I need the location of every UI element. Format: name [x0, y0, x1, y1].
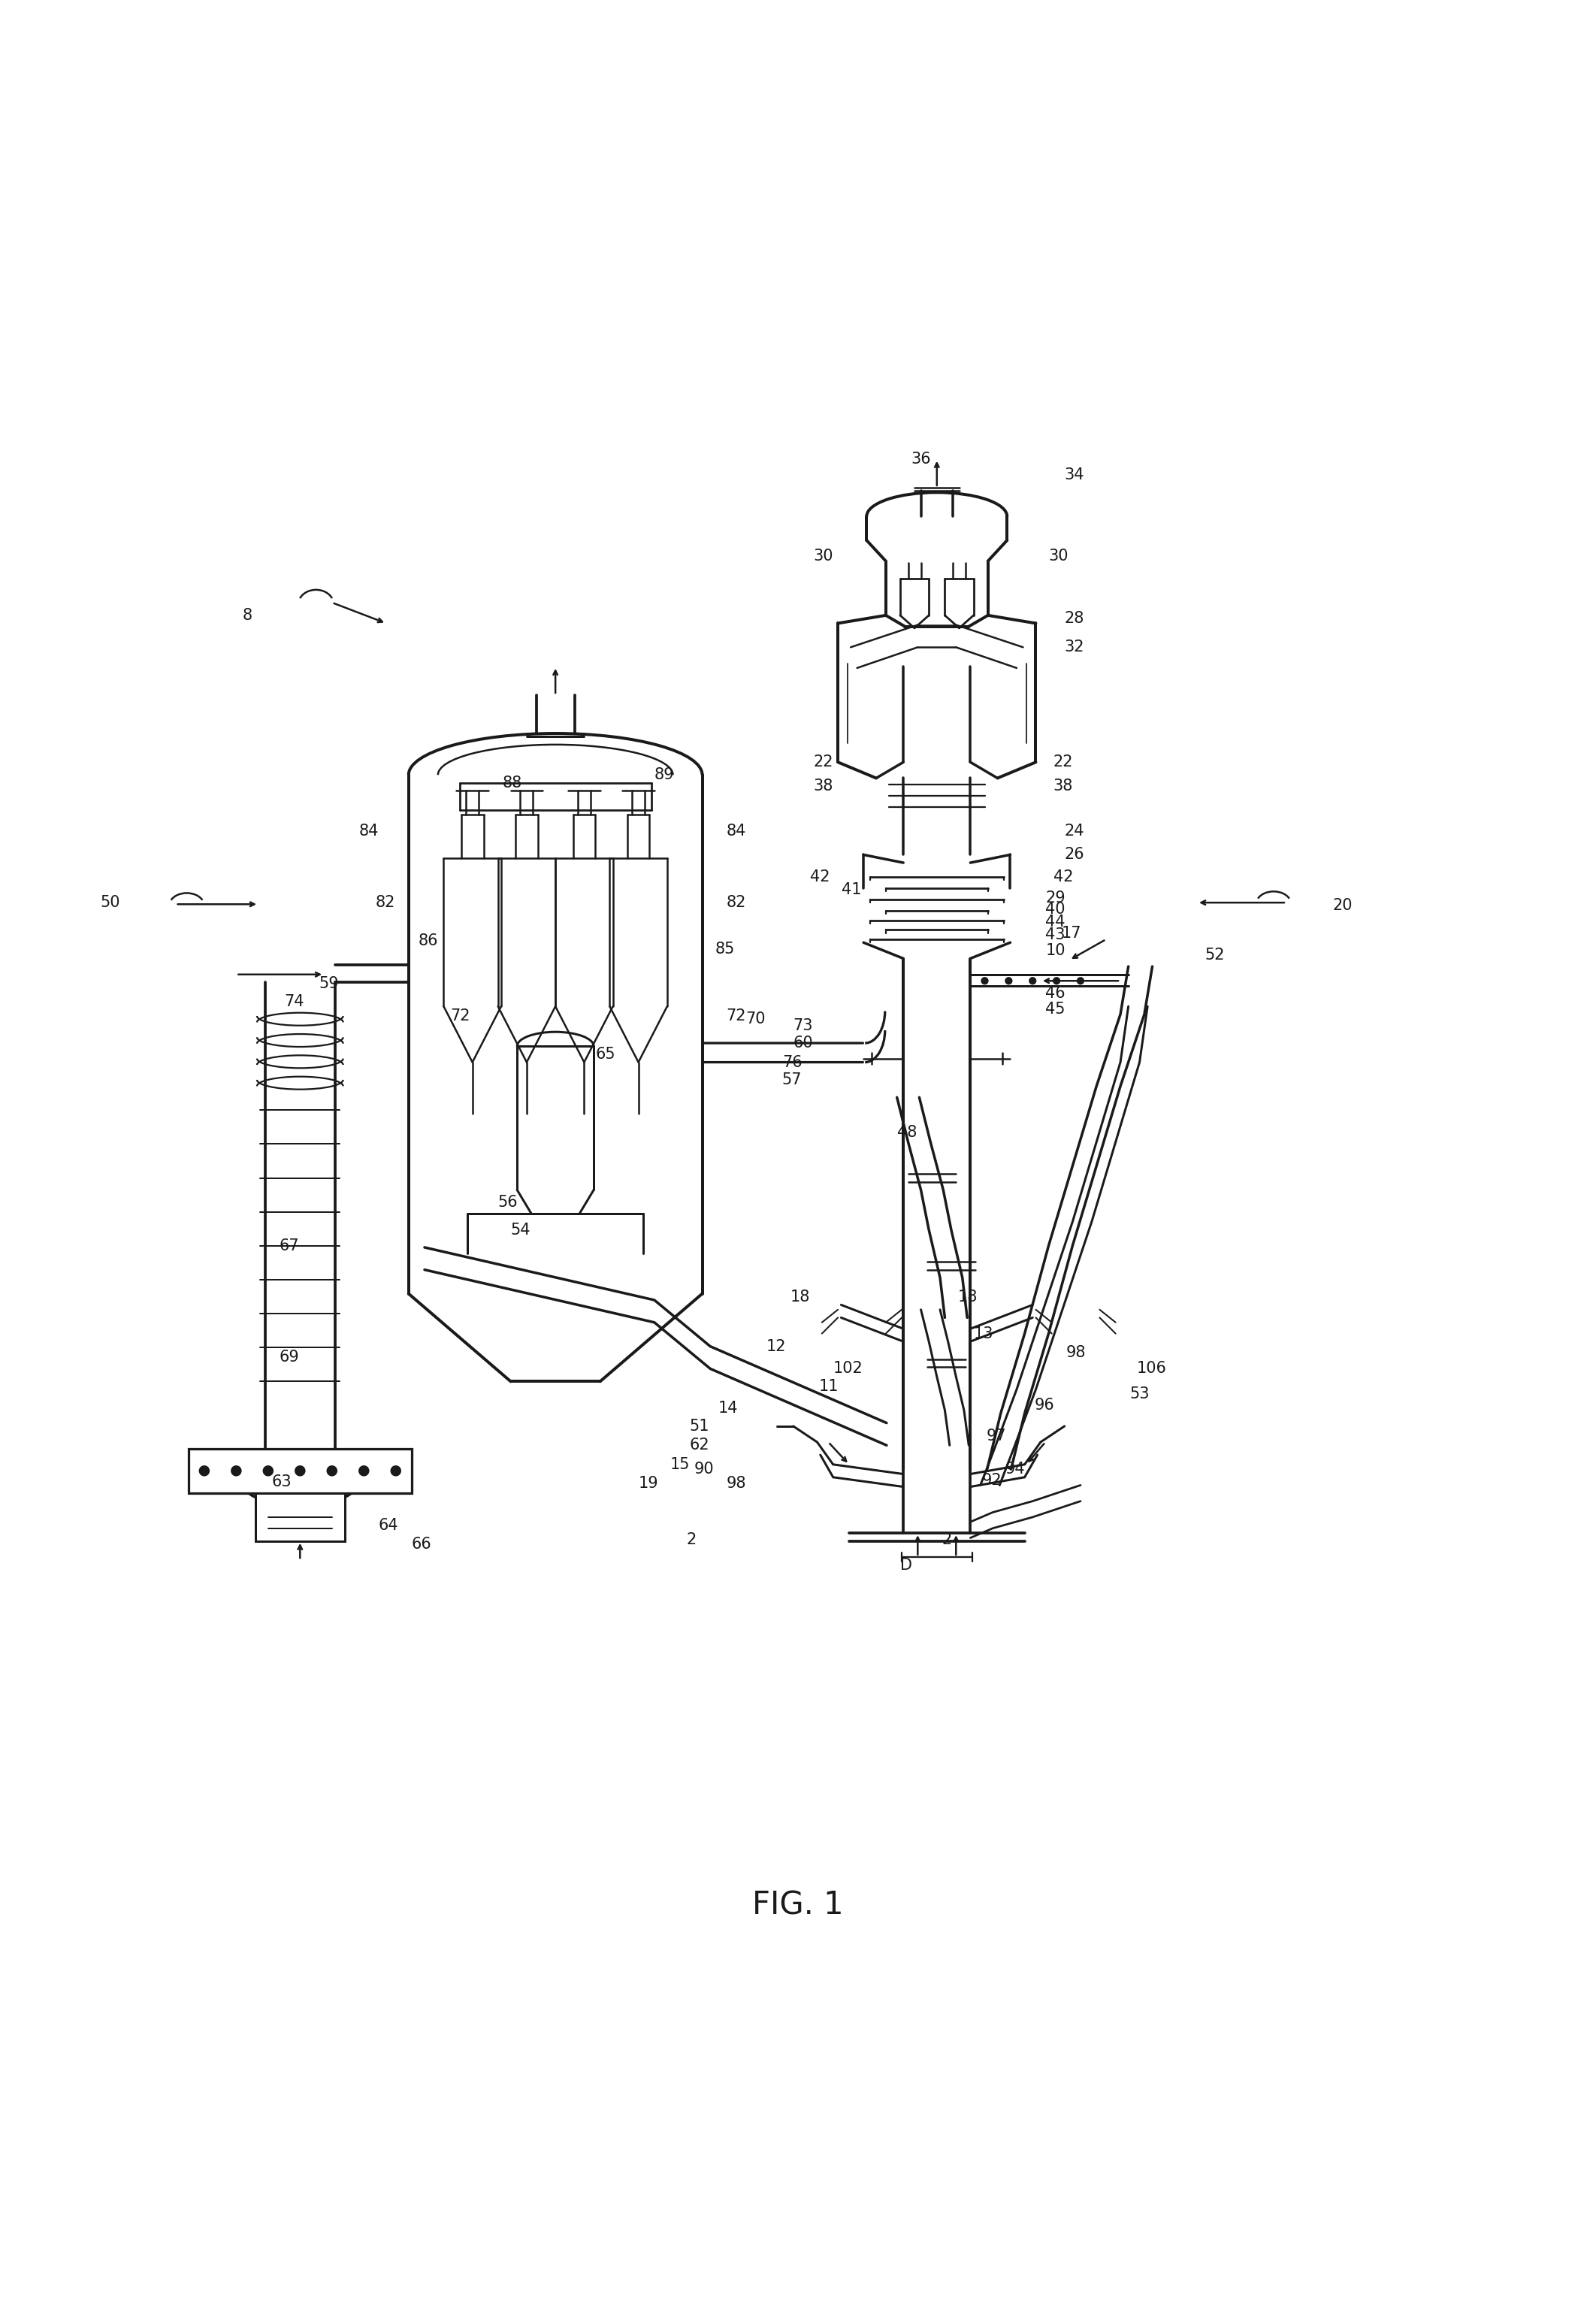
Text: 10: 10: [1045, 943, 1065, 959]
Text: 84: 84: [359, 822, 378, 838]
Text: 86: 86: [418, 933, 437, 950]
Text: 30: 30: [814, 549, 833, 563]
Text: 11: 11: [819, 1378, 838, 1394]
Circle shape: [295, 1466, 305, 1475]
Text: 85: 85: [715, 940, 734, 957]
Text: 82: 82: [726, 894, 745, 910]
Text: 53: 53: [1130, 1387, 1149, 1401]
Text: 44: 44: [1045, 915, 1065, 929]
Text: 67: 67: [279, 1239, 300, 1253]
Text: 64: 64: [378, 1517, 399, 1533]
Text: 90: 90: [694, 1461, 715, 1478]
Text: 28: 28: [1065, 611, 1084, 625]
Text: 66: 66: [412, 1538, 433, 1552]
Circle shape: [1005, 977, 1012, 984]
Text: 70: 70: [745, 1012, 764, 1026]
Text: 29: 29: [1045, 889, 1066, 906]
Text: 89: 89: [654, 767, 674, 783]
Text: 14: 14: [718, 1401, 737, 1415]
Text: 51: 51: [689, 1420, 709, 1434]
Text: 32: 32: [1065, 639, 1084, 655]
Text: 106: 106: [1136, 1362, 1167, 1376]
Text: 2: 2: [686, 1531, 696, 1547]
Text: 97: 97: [986, 1429, 1007, 1443]
Text: 69: 69: [279, 1350, 300, 1364]
Text: 74: 74: [284, 994, 303, 1010]
Text: 26: 26: [1065, 848, 1085, 862]
Circle shape: [231, 1466, 241, 1475]
Text: 2: 2: [942, 1531, 951, 1547]
Text: 38: 38: [1053, 778, 1073, 794]
Circle shape: [391, 1466, 401, 1475]
Bar: [255, 1494, 345, 1540]
Text: 22: 22: [1053, 755, 1073, 769]
Text: 46: 46: [1045, 987, 1066, 1001]
Text: 50: 50: [101, 894, 120, 910]
Text: 82: 82: [375, 894, 394, 910]
Text: 40: 40: [1045, 901, 1065, 917]
Text: 102: 102: [833, 1362, 863, 1376]
Text: 52: 52: [1205, 947, 1224, 963]
Text: 24: 24: [1065, 822, 1084, 838]
Text: 34: 34: [1065, 468, 1084, 482]
Text: 84: 84: [726, 822, 745, 838]
Text: 15: 15: [670, 1457, 689, 1473]
Circle shape: [1077, 977, 1084, 984]
Text: 41: 41: [843, 882, 862, 896]
Text: 18: 18: [790, 1290, 809, 1304]
Text: 43: 43: [1045, 926, 1065, 943]
Text: D: D: [900, 1556, 913, 1573]
Text: 73: 73: [793, 1019, 812, 1033]
Text: 8: 8: [243, 607, 252, 623]
Text: 19: 19: [638, 1475, 659, 1492]
Circle shape: [982, 977, 988, 984]
Circle shape: [1053, 977, 1060, 984]
Text: 72: 72: [726, 1007, 745, 1024]
Text: 12: 12: [766, 1339, 785, 1355]
Text: 18: 18: [958, 1290, 977, 1304]
Circle shape: [200, 1466, 209, 1475]
Text: 45: 45: [1045, 1003, 1065, 1017]
Circle shape: [263, 1466, 273, 1475]
Text: 20: 20: [1333, 899, 1352, 913]
Text: 92: 92: [982, 1473, 1002, 1487]
Circle shape: [327, 1466, 337, 1475]
Text: 88: 88: [503, 776, 522, 790]
Text: 98: 98: [1066, 1346, 1085, 1359]
Text: 56: 56: [498, 1195, 519, 1211]
Text: 98: 98: [726, 1475, 745, 1492]
Text: 48: 48: [897, 1126, 916, 1139]
Text: 36: 36: [911, 452, 930, 466]
Text: 13: 13: [974, 1327, 993, 1341]
Text: FIG. 1: FIG. 1: [752, 1890, 844, 1920]
Text: 57: 57: [782, 1072, 801, 1086]
Text: 65: 65: [595, 1047, 616, 1061]
Text: 76: 76: [782, 1054, 803, 1070]
Text: 59: 59: [319, 977, 340, 991]
Bar: [188, 1448, 412, 1494]
Text: 38: 38: [814, 778, 833, 794]
Text: 17: 17: [1061, 926, 1080, 940]
Text: 63: 63: [271, 1475, 292, 1489]
Text: 94: 94: [1005, 1461, 1026, 1478]
Text: 60: 60: [793, 1035, 814, 1051]
Text: 72: 72: [450, 1007, 469, 1024]
Text: 22: 22: [814, 755, 833, 769]
Text: 42: 42: [1053, 868, 1073, 885]
Text: 42: 42: [811, 868, 830, 885]
Text: 30: 30: [1049, 549, 1068, 563]
Circle shape: [1029, 977, 1036, 984]
Text: 62: 62: [689, 1438, 710, 1452]
Circle shape: [359, 1466, 369, 1475]
Text: 96: 96: [1034, 1399, 1055, 1413]
Text: 54: 54: [511, 1223, 530, 1237]
